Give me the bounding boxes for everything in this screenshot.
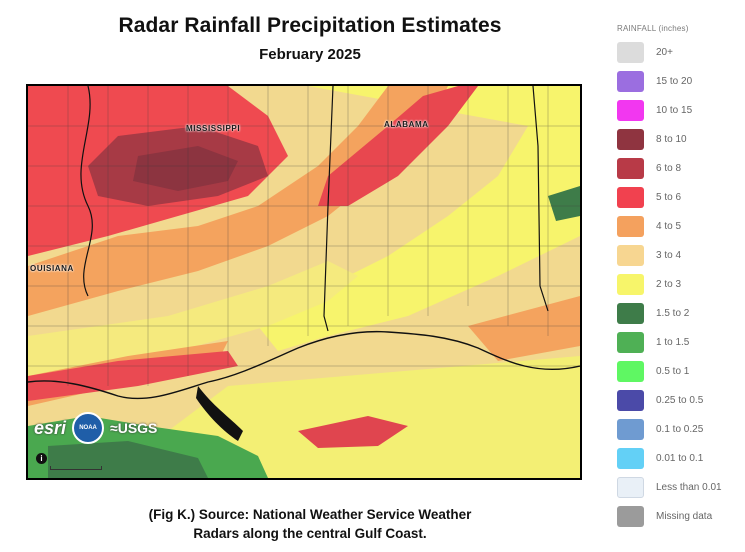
legend-swatch — [617, 332, 644, 353]
legend-label: 0.1 to 0.25 — [656, 424, 704, 435]
legend-swatch — [617, 361, 644, 382]
legend-label: 3 to 4 — [656, 250, 682, 261]
rain-zone-5to6-al — [318, 86, 478, 206]
legend-label: 20+ — [656, 47, 673, 58]
state-boundaries — [80, 86, 549, 332]
rain-zone-2to3-central — [28, 261, 358, 381]
page-subtitle: February 2025 — [259, 46, 361, 63]
rain-zone-1_5to2-gulf — [48, 441, 208, 478]
map-attribution-logos: esri NOAA ≈USGS — [34, 412, 157, 444]
legend-swatch — [617, 216, 644, 237]
legend-swatch — [617, 42, 644, 63]
legend-swatch — [617, 71, 644, 92]
legend-swatch — [617, 158, 644, 179]
state-label-louisiana: OUISIANA — [30, 264, 74, 273]
legend-label: 0.01 to 0.1 — [656, 453, 704, 464]
legend-item: 0.01 to 0.1 — [617, 444, 742, 473]
county-boundaries — [28, 86, 580, 386]
state-label-alabama: ALABAMA — [384, 120, 429, 129]
legend-swatch — [617, 303, 644, 324]
legend-item: 0.25 to 0.5 — [617, 386, 742, 415]
legend-item: Missing data — [617, 502, 742, 531]
legend-label: 10 to 15 — [656, 105, 693, 116]
caption-line-2: Radars along the central Gulf Coast. — [193, 526, 427, 541]
rain-zone-4to5-east — [468, 296, 580, 361]
legend-label: 8 to 10 — [656, 134, 687, 145]
legend-item: 6 to 8 — [617, 154, 742, 183]
legend-item: 10 to 15 — [617, 96, 742, 125]
legend-swatch — [617, 419, 644, 440]
legend-item: 8 to 10 — [617, 125, 742, 154]
legend-item: 4 to 5 — [617, 212, 742, 241]
esri-logo: esri — [34, 417, 67, 438]
legend-label: Less than 0.01 — [656, 482, 722, 493]
rain-zone-1_5to2-east — [548, 186, 580, 221]
scale-bar — [50, 466, 102, 470]
rainfall-legend: RAINFALL (inches) 20+ 15 to 20 10 to 15 8 t… — [617, 24, 742, 531]
legend-swatch — [617, 274, 644, 295]
legend-item: Less than 0.01 — [617, 473, 742, 502]
legend-label: 4 to 5 — [656, 221, 682, 232]
rain-zone-8to10-ms — [133, 146, 238, 191]
legend-label: 2 to 3 — [656, 279, 682, 290]
legend-swatch — [617, 506, 644, 527]
legend-swatch — [617, 477, 644, 498]
legend-label: Missing data — [656, 511, 713, 522]
legend-swatch — [617, 390, 644, 411]
page-title: Radar Rainfall Precipitation Estimates — [118, 14, 502, 37]
legend-swatch — [617, 245, 644, 266]
info-icon[interactable]: i — [36, 453, 47, 464]
legend-item: 0.5 to 1 — [617, 357, 742, 386]
legend-label: 1 to 1.5 — [656, 337, 690, 348]
legend-label: 15 to 20 — [656, 76, 693, 87]
mississippi-delta — [196, 386, 243, 441]
legend-item: 3 to 4 — [617, 241, 742, 270]
legend-label: 5 to 6 — [656, 192, 682, 203]
legend-item: 1 to 1.5 — [617, 328, 742, 357]
legend-label: 0.25 to 0.5 — [656, 395, 704, 406]
state-label-mississippi: MISSISSIPPI — [186, 124, 241, 133]
legend-item: 15 to 20 — [617, 67, 742, 96]
gulf-coastline — [28, 330, 580, 400]
legend-title: RAINFALL (inches) — [617, 24, 689, 33]
legend-item: 1.5 to 2 — [617, 299, 742, 328]
caption-line-1: (Fig K.) Source: National Weather Servic… — [148, 507, 472, 522]
legend-item: 20+ — [617, 38, 742, 67]
legend-item: 0.1 to 0.25 — [617, 415, 742, 444]
legend-item: 5 to 6 — [617, 183, 742, 212]
rain-zone-5to6-gulf — [298, 416, 408, 448]
rain-zone-4to5-band — [28, 86, 448, 316]
figure-caption: (Fig K.) Source: National Weather Servic… — [60, 505, 560, 543]
noaa-logo: NOAA — [72, 412, 105, 444]
legend-label: 1.5 to 2 — [656, 308, 690, 319]
legend-label: 0.5 to 1 — [656, 366, 690, 377]
legend-swatch — [617, 129, 644, 150]
legend-items: 20+ 15 to 20 10 to 15 8 to 10 6 to 8 5 to 6 4 … — [617, 38, 742, 531]
usgs-logo: ≈USGS — [110, 420, 158, 436]
legend-swatch — [617, 187, 644, 208]
rainfall-map[interactable]: MISSISSIPPI ALABAMA OUISIANA esri NOAA ≈… — [26, 84, 582, 480]
legend-item: 2 to 3 — [617, 270, 742, 299]
rain-zone-5to6-la — [28, 351, 238, 401]
legend-label: 6 to 8 — [656, 163, 682, 174]
legend-swatch — [617, 448, 644, 469]
legend-swatch — [617, 100, 644, 121]
